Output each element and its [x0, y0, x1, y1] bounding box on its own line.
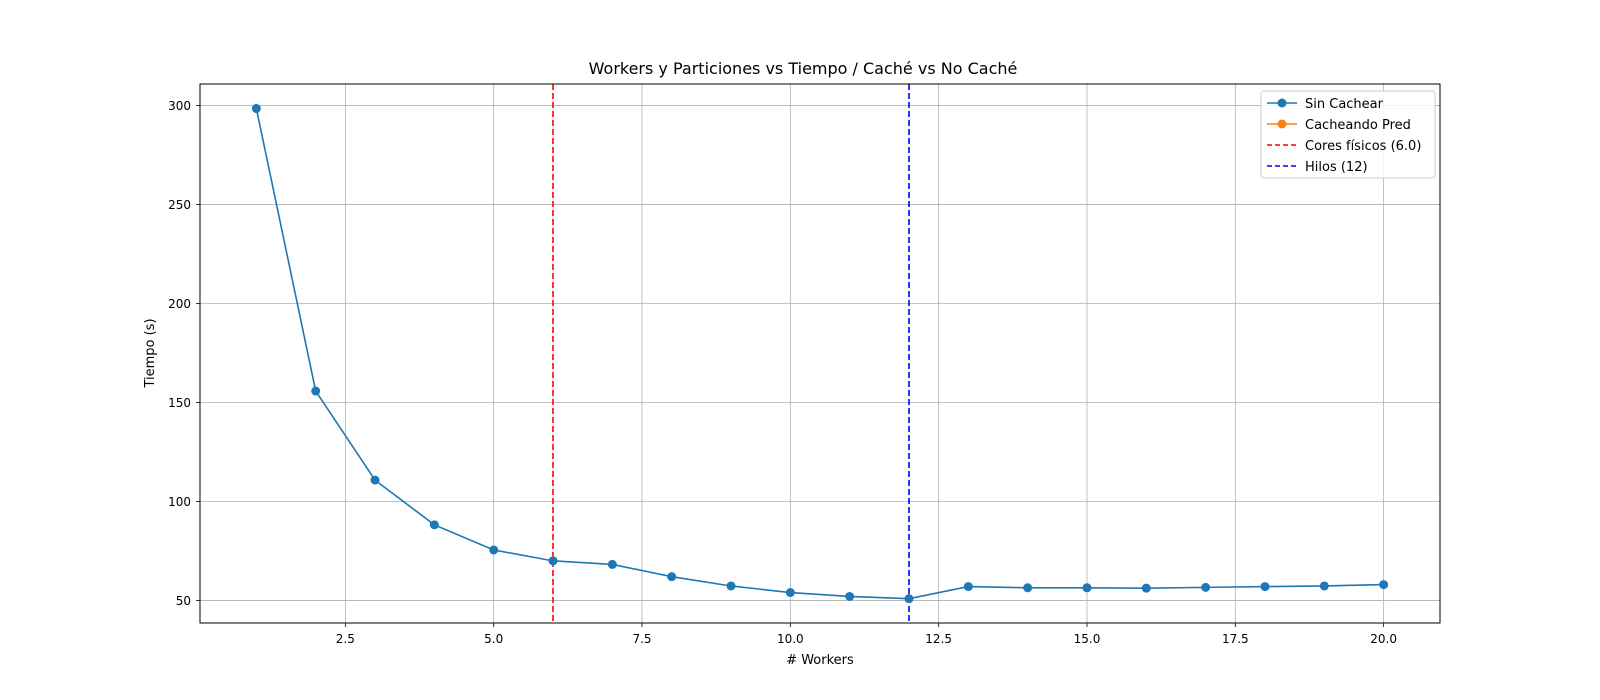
data-point [607, 559, 617, 569]
data-point [963, 582, 973, 592]
data-point [251, 104, 261, 114]
data-point [726, 581, 736, 591]
x-tick-label: 20.0 [1370, 632, 1397, 646]
plot-area-frame [199, 83, 1441, 624]
data-point [311, 386, 321, 396]
reference-lines [552, 84, 910, 623]
data-point [1201, 582, 1211, 592]
x-tick-label: 10.0 [777, 632, 804, 646]
data-point [1023, 583, 1033, 593]
legend-box [1260, 90, 1436, 179]
y-tick-label: 50 [176, 594, 191, 608]
data-point [1141, 583, 1151, 593]
data-point [548, 556, 558, 566]
legend-entry-label: Hilos (12) [1305, 160, 1368, 175]
x-tick-label: 17.5 [1222, 632, 1249, 646]
data-point [429, 520, 439, 530]
chart-title: Workers y Particiones vs Tiempo / Caché … [589, 59, 1018, 78]
grid [200, 84, 1440, 623]
data-point [667, 572, 677, 582]
data-point [370, 475, 380, 485]
y-tick-label: 100 [168, 495, 191, 509]
y-axis-ticks: 50 100 150 200 250 300 [168, 99, 200, 608]
data-point [904, 594, 914, 604]
x-axis-label: # Workers [786, 653, 854, 668]
y-tick-label: 150 [168, 396, 191, 410]
series-line [255, 108, 1384, 600]
data-point [845, 591, 855, 601]
x-tick-label: 7.5 [632, 632, 651, 646]
x-tick-label: 12.5 [925, 632, 952, 646]
x-tick-label: 5.0 [484, 632, 503, 646]
series-layer [251, 104, 1389, 604]
legend-entry-label: Sin Cachear [1305, 97, 1384, 112]
data-point [1379, 580, 1389, 590]
data-point [1319, 581, 1329, 591]
data-point [785, 588, 795, 598]
x-axis-ticks: 2.5 5.0 7.5 10.0 12.5 15.0 17.5 20.0 [336, 623, 1397, 646]
x-tick-label: 15.0 [1074, 632, 1101, 646]
y-tick-label: 300 [168, 99, 191, 113]
legend-entry-label: Cacheando Pred [1305, 118, 1411, 133]
legend-entry-label: Cores físicos (6.0) [1305, 139, 1421, 154]
legend-marker [1277, 98, 1287, 108]
data-point [489, 545, 499, 555]
legend-marker [1277, 119, 1287, 129]
data-point [1260, 582, 1270, 592]
y-tick-label: 250 [168, 198, 191, 212]
data-point [1082, 583, 1092, 593]
y-tick-label: 200 [168, 297, 191, 311]
x-tick-label: 2.5 [336, 632, 355, 646]
legend: Sin Cachear Cacheando Pred Cores físicos (… [1260, 90, 1436, 179]
y-axis-label: Tiempo (s) [143, 318, 158, 388]
